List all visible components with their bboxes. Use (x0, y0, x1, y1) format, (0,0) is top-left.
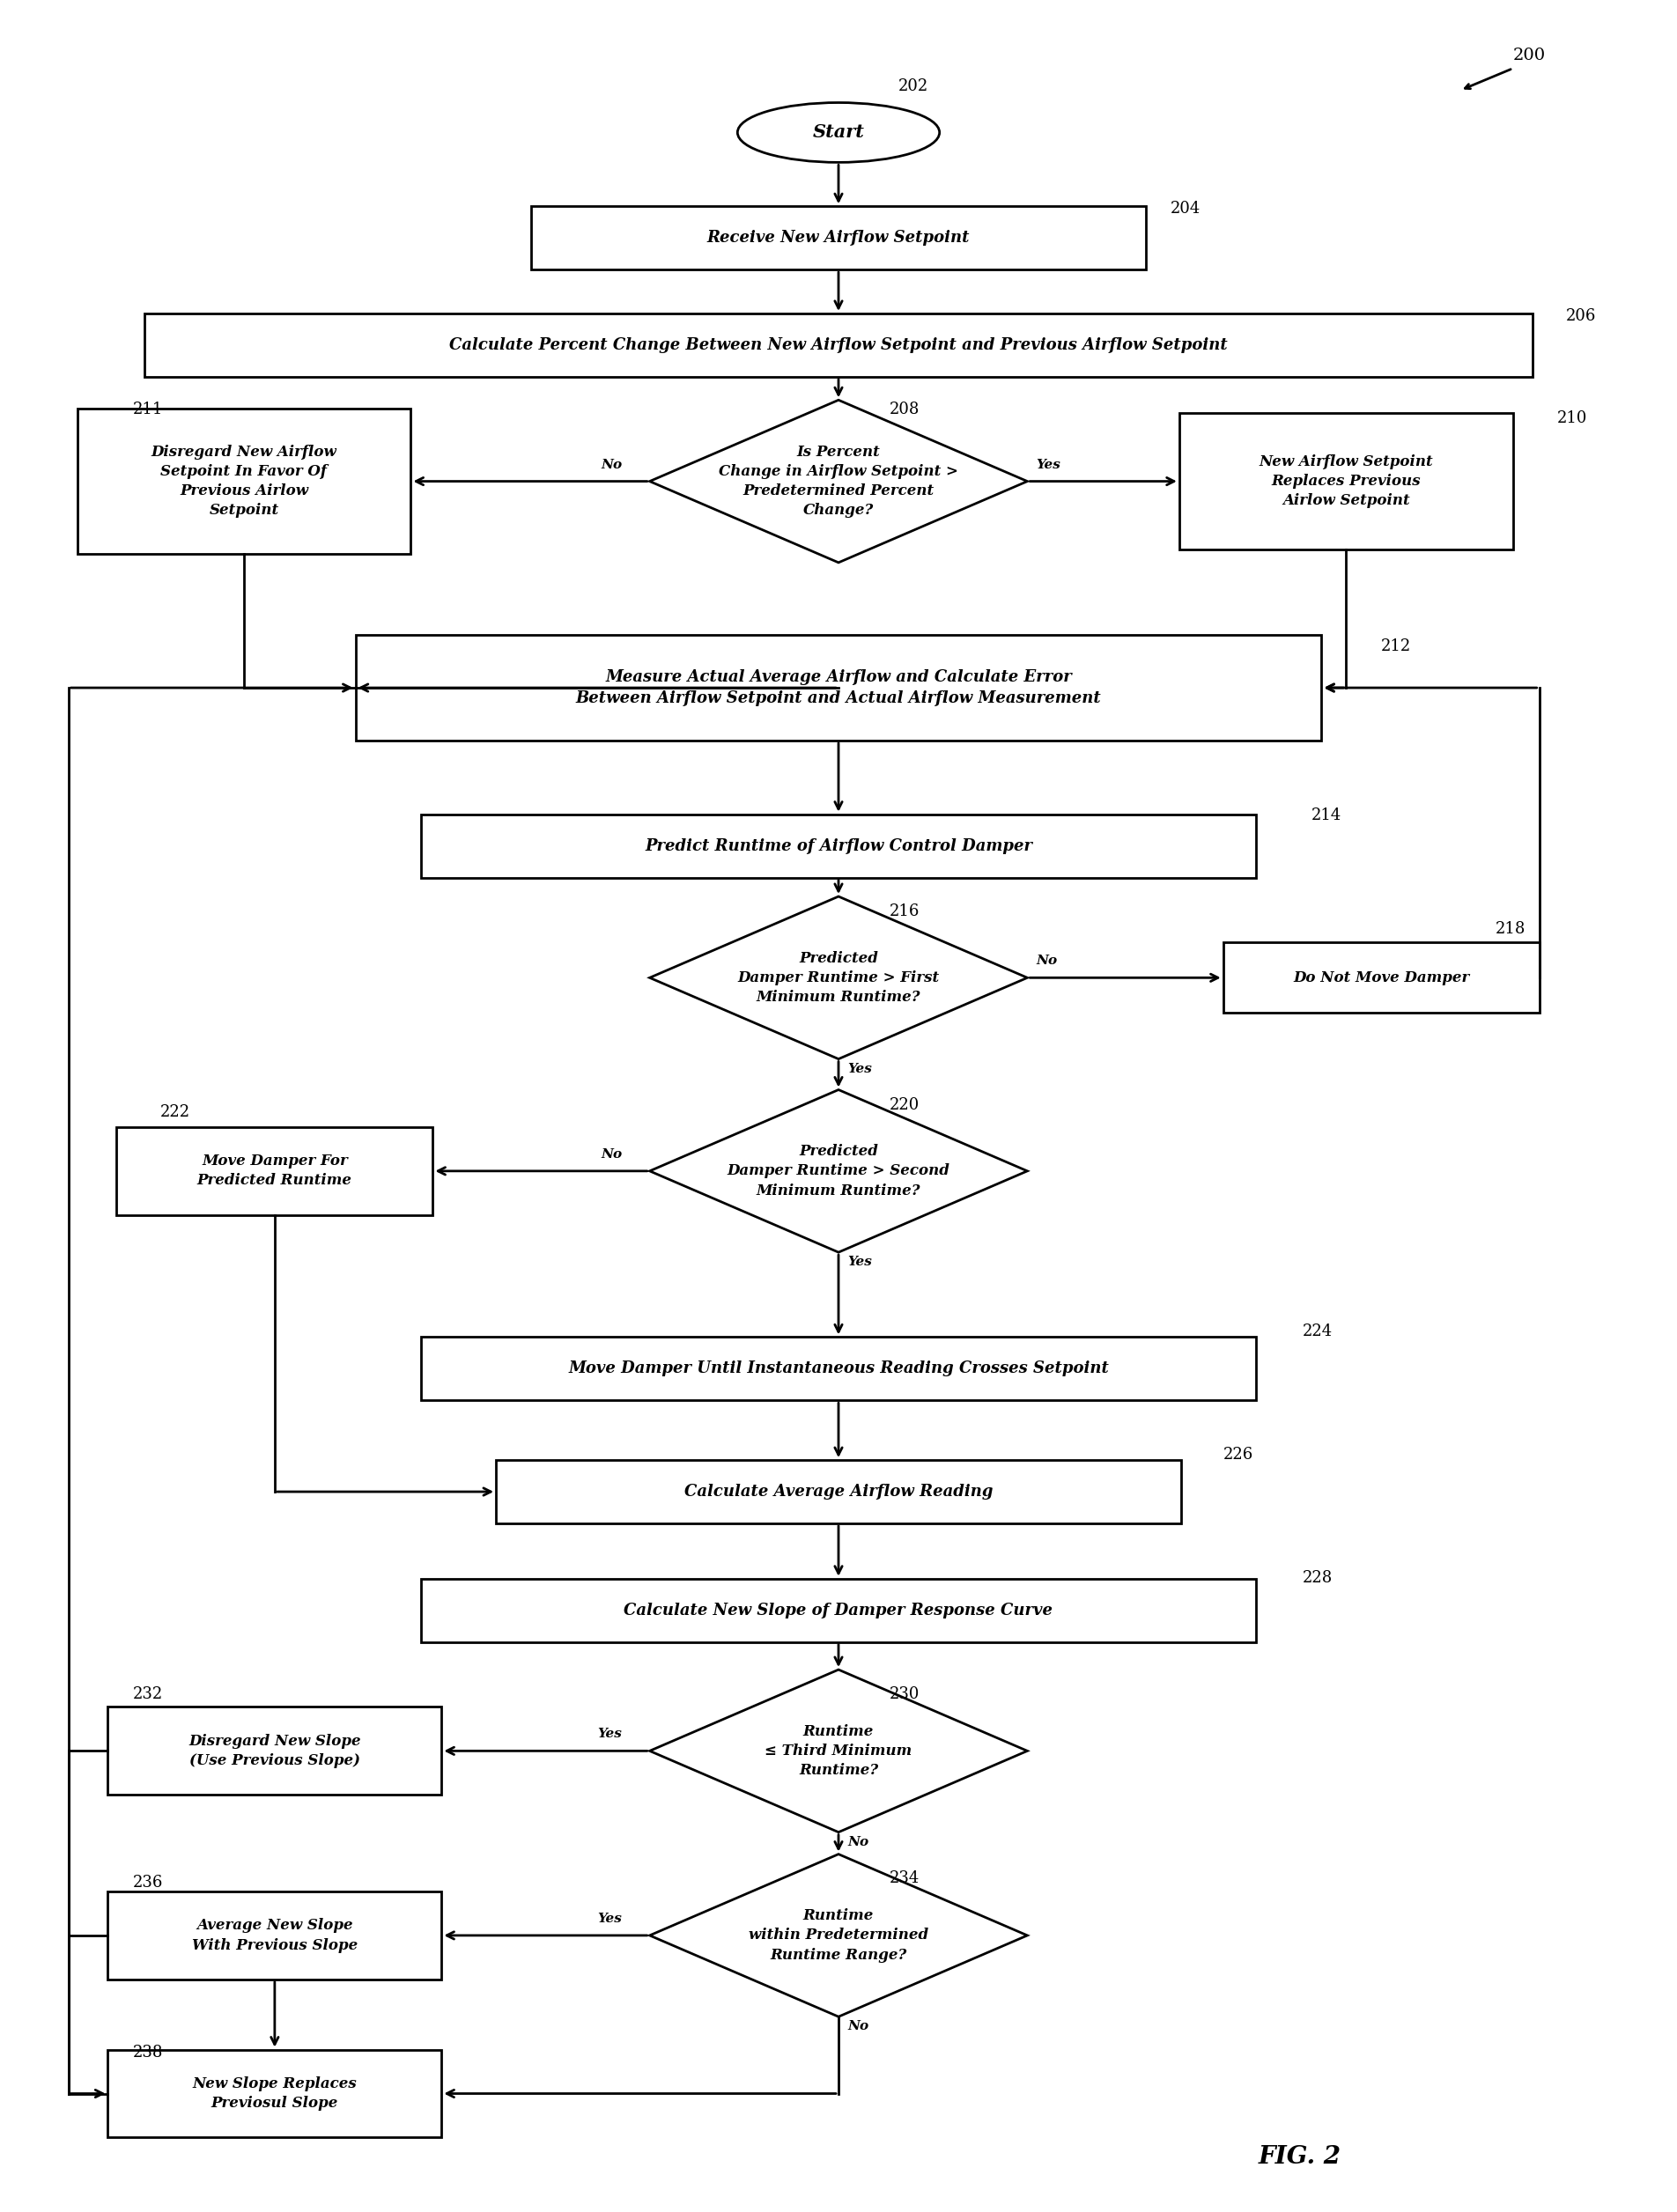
Text: No: No (1036, 956, 1057, 967)
Text: Calculate Percent Change Between New Airflow Setpoint and Previous Airflow Setpo: Calculate Percent Change Between New Air… (449, 336, 1228, 354)
Text: 236: 236 (132, 1876, 163, 1891)
Text: 220: 220 (889, 1097, 919, 1113)
Text: 211: 211 (132, 400, 163, 418)
Text: Predicted
Damper Runtime > First
Minimum Runtime?: Predicted Damper Runtime > First Minimum… (738, 951, 939, 1004)
Text: 214: 214 (1311, 807, 1342, 823)
Text: 228: 228 (1303, 1571, 1332, 1586)
Text: Calculate Average Airflow Reading: Calculate Average Airflow Reading (684, 1484, 993, 1500)
Text: Start: Start (813, 124, 864, 142)
Text: Yes: Yes (1036, 458, 1060, 471)
Bar (1223, 942, 1539, 1013)
Text: Move Damper Until Instantaneous Reading Crosses Setpoint: Move Damper Until Instantaneous Reading … (569, 1360, 1108, 1376)
Text: Yes: Yes (847, 1256, 872, 1267)
Text: 218: 218 (1496, 922, 1526, 938)
Text: 216: 216 (889, 905, 919, 920)
Text: Yes: Yes (847, 1062, 872, 1075)
Text: Receive New Airflow Setpoint: Receive New Airflow Setpoint (708, 230, 969, 246)
Bar (356, 635, 1321, 741)
Text: Calculate New Slope of Damper Response Curve: Calculate New Slope of Damper Response C… (624, 1601, 1053, 1619)
Text: Predict Runtime of Airflow Control Damper: Predict Runtime of Airflow Control Dampe… (644, 838, 1033, 854)
Text: Move Damper For
Predicted Runtime: Move Damper For Predicted Runtime (198, 1155, 352, 1188)
Bar (117, 1128, 433, 1214)
Text: 238: 238 (132, 2044, 163, 2059)
Text: Average New Slope
With Previous Slope: Average New Slope With Previous Slope (191, 1918, 357, 1953)
Text: 230: 230 (889, 1686, 919, 1701)
Bar (421, 814, 1256, 878)
Text: Is Percent
Change in Airflow Setpoint >
Predetermined Percent
Change?: Is Percent Change in Airflow Setpoint > … (719, 445, 958, 518)
Text: Yes: Yes (597, 1913, 622, 1924)
Text: No: No (602, 458, 622, 471)
Text: No: No (602, 1148, 622, 1161)
Text: 222: 222 (161, 1104, 191, 1119)
Text: 202: 202 (899, 77, 929, 93)
Bar (107, 1708, 441, 1794)
Text: 234: 234 (889, 1871, 919, 1887)
Bar (1179, 414, 1513, 549)
Text: 226: 226 (1223, 1447, 1253, 1462)
Text: Disregard New Slope
(Use Previous Slope): Disregard New Slope (Use Previous Slope) (188, 1734, 361, 1767)
Bar (107, 2051, 441, 2137)
Bar (77, 409, 411, 553)
Text: 204: 204 (1171, 201, 1201, 217)
Text: New Slope Replaces
Previosul Slope: New Slope Replaces Previosul Slope (193, 2077, 357, 2110)
Bar (421, 1579, 1256, 1641)
Text: No: No (847, 2020, 869, 2033)
Bar (144, 314, 1533, 376)
Text: 212: 212 (1382, 639, 1412, 655)
Text: 208: 208 (889, 400, 919, 418)
Text: Disregard New Airflow
Setpoint In Favor Of
Previous Airlow
Setpoint: Disregard New Airflow Setpoint In Favor … (151, 445, 337, 518)
Text: 224: 224 (1303, 1323, 1332, 1340)
Text: Measure Actual Average Airflow and Calculate Error
Between Airflow Setpoint and : Measure Actual Average Airflow and Calcu… (575, 670, 1102, 706)
Text: New Airflow Setpoint
Replaces Previous
Airlow Setpoint: New Airflow Setpoint Replaces Previous A… (1259, 453, 1434, 509)
Text: 206: 206 (1566, 307, 1597, 323)
Bar (107, 1891, 441, 1980)
Text: No: No (847, 1836, 869, 1847)
Bar (532, 206, 1145, 270)
Text: Runtime
≤ Third Minimum
Runtime?: Runtime ≤ Third Minimum Runtime? (765, 1723, 912, 1778)
Text: Do Not Move Damper: Do Not Move Damper (1293, 971, 1469, 984)
Bar (496, 1460, 1181, 1524)
Text: FIG. 2: FIG. 2 (1258, 2146, 1342, 2170)
Text: 200: 200 (1513, 46, 1546, 64)
Text: Runtime
within Predetermined
Runtime Range?: Runtime within Predetermined Runtime Ran… (748, 1909, 929, 1962)
Bar (421, 1336, 1256, 1400)
Text: 210: 210 (1556, 409, 1586, 427)
Text: Yes: Yes (597, 1728, 622, 1741)
Text: Predicted
Damper Runtime > Second
Minimum Runtime?: Predicted Damper Runtime > Second Minimu… (728, 1144, 949, 1199)
Text: 232: 232 (132, 1686, 163, 1701)
